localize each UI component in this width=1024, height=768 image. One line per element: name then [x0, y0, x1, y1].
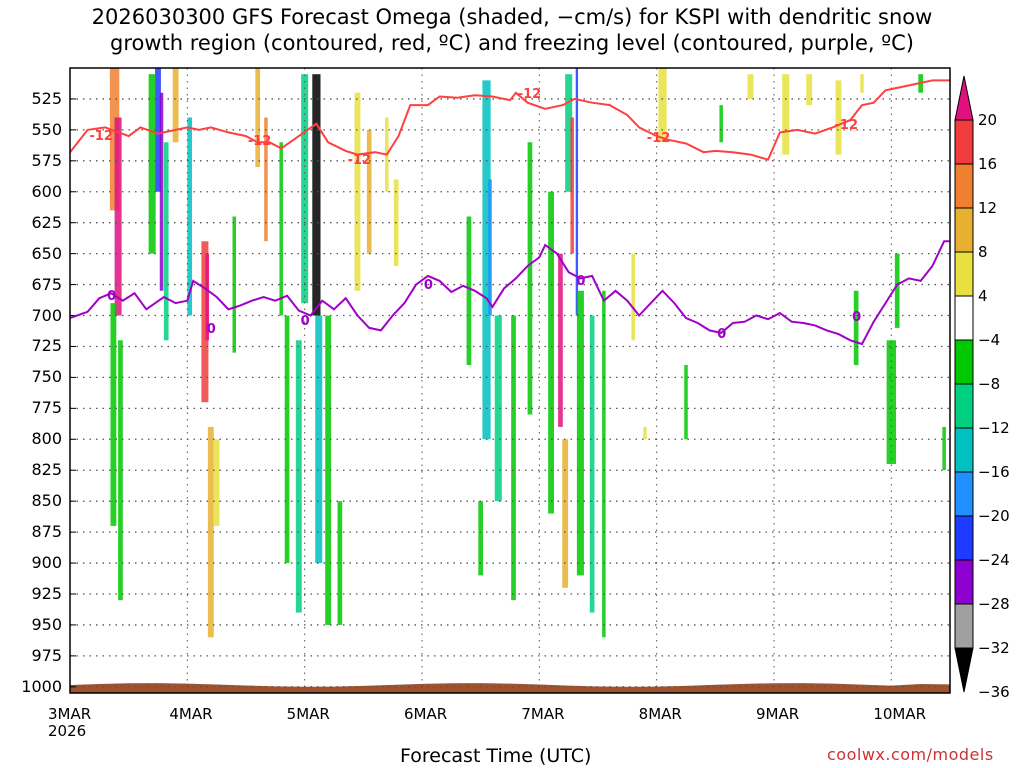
terrain-fill — [70, 683, 950, 693]
colorbar-label: −36 — [978, 683, 1010, 701]
y-tick-label: 900 — [31, 553, 62, 573]
colorbar-label: −8 — [978, 375, 1001, 393]
contour-label: -12 — [247, 134, 272, 150]
contour-label: 0 — [206, 322, 216, 338]
contour-label: 0 — [852, 310, 862, 325]
x-axis-year-label: 2026 — [48, 722, 87, 740]
colorbar-label: −4 — [978, 331, 1001, 349]
contour-lines — [69, 79, 950, 346]
y-tick-label: 1000 — [21, 676, 62, 696]
x-tick-label: 9MAR — [756, 705, 800, 723]
y-tick-label: 850 — [31, 491, 62, 511]
colorbar-label: −16 — [978, 463, 1010, 481]
plot-frame — [69, 67, 951, 694]
colorbar — [954, 75, 974, 693]
y-tick-label: 975 — [31, 645, 62, 665]
colorbar-label: −32 — [978, 639, 1010, 657]
chart-title-line-2: growth region (contoured, red, ºC) and f… — [110, 31, 914, 55]
colorbar-label: 8 — [978, 243, 988, 261]
colorbar-label: 16 — [978, 155, 998, 173]
omega-shading — [109, 68, 946, 638]
contour-label: 0 — [576, 274, 586, 290]
x-tick-label: 5MAR — [286, 705, 330, 723]
y-tick-label: 700 — [31, 305, 62, 325]
dgz-contour-line — [69, 79, 950, 161]
colorbar-label: −12 — [978, 419, 1010, 437]
contour-label: -12 — [517, 87, 542, 103]
y-tick-label: 800 — [31, 429, 62, 449]
colorbar-label: −28 — [978, 595, 1010, 613]
y-tick-label: 525 — [31, 88, 62, 108]
contour-label: -12 — [646, 130, 671, 146]
colorbar-label: −20 — [978, 507, 1010, 525]
x-tick-label: 7MAR — [521, 705, 565, 723]
contour-label: -12 — [834, 118, 859, 134]
contour-label: 0 — [107, 288, 117, 304]
y-tick-label: 875 — [31, 522, 62, 542]
y-tick-label: 675 — [31, 274, 62, 294]
y-tick-label: 925 — [31, 583, 62, 603]
y-tick-label: 725 — [31, 336, 62, 356]
colorbar-label: 12 — [978, 199, 998, 217]
x-tick-label: 4MAR — [169, 705, 213, 723]
y-tick-label: 625 — [31, 212, 62, 232]
contour-label: -12 — [347, 152, 372, 168]
contour-label: -12 — [89, 129, 113, 145]
credit-label: coolwx.com/models — [827, 745, 994, 764]
x-tick-label: 8MAR — [638, 705, 682, 723]
x-tick-label: 3MAR — [48, 705, 92, 723]
x-axis-title: Forecast Time (UTC) — [400, 745, 592, 767]
y-tick-label: 775 — [31, 398, 62, 418]
x-tick-label: 6MAR — [404, 705, 448, 723]
y-tick-label: 650 — [31, 243, 62, 263]
colorbar-label: 20 — [978, 111, 998, 129]
contour-label: 0 — [717, 327, 727, 343]
contour-label: 0 — [300, 313, 310, 329]
y-tick-label: 750 — [31, 367, 62, 387]
y-tick-label: 600 — [31, 181, 62, 201]
contour-label: 0 — [423, 277, 433, 293]
y-tick-label: 950 — [31, 614, 62, 634]
y-tick-label: 825 — [31, 460, 62, 480]
colorbar-label: 4 — [978, 287, 988, 305]
y-tick-label: 550 — [31, 119, 62, 139]
chart-title-line-1: 2026030300 GFS Forecast Omega (shaded, −… — [91, 5, 933, 29]
colorbar-label: −24 — [978, 551, 1010, 569]
freezing-level-contour-line — [69, 240, 950, 346]
x-tick-label: 10MAR — [873, 705, 927, 723]
y-tick-label: 575 — [31, 150, 62, 170]
grid-lines — [70, 68, 950, 693]
